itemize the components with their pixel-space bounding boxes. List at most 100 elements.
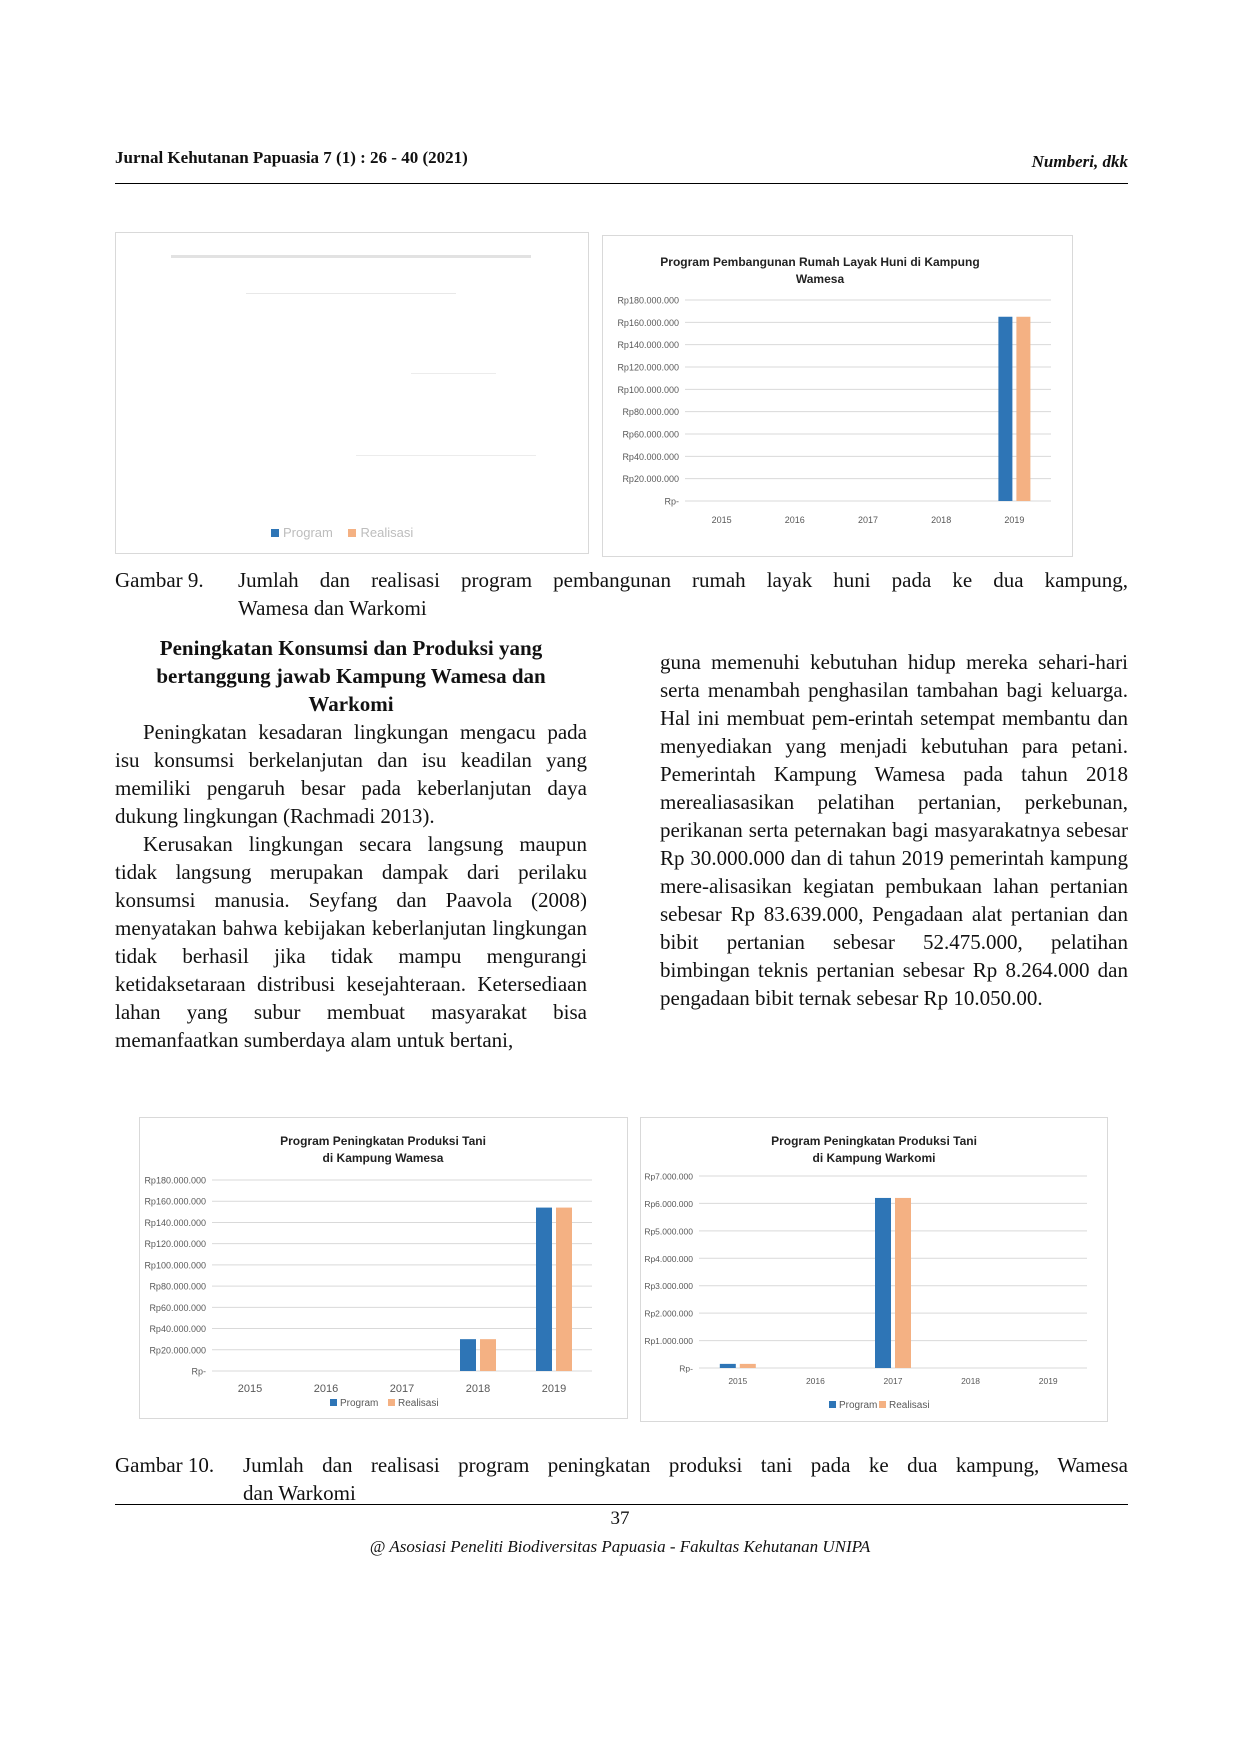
y-tick-label: Rp180.000.000	[617, 296, 679, 306]
section-title: Peningkatan Konsumsi dan Produksi yang b…	[115, 634, 587, 718]
legend-swatch	[388, 1399, 395, 1406]
x-tick-label: 2016	[314, 1383, 338, 1395]
y-tick-label: Rp160.000.000	[617, 318, 679, 328]
page-number: 37	[610, 1508, 630, 1529]
y-tick-label: Rp120.000.000	[617, 363, 679, 373]
chart-produksi-tani-warkomi: Program Peningkatan Produksi Tani di Kamp…	[644, 1134, 1087, 1411]
footer-text: @ Asosiasi Peneliti Biodiversitas Papuas…	[369, 1537, 871, 1556]
x-tick-label: 2015	[238, 1383, 262, 1395]
y-tick-label: Rp20.000.000	[622, 474, 679, 484]
y-tick-label: Rp4.000.000	[644, 1254, 693, 1264]
y-tick-label: Rp40.000.000	[622, 452, 679, 462]
x-tick-label: 2019	[542, 1383, 566, 1395]
right-column: guna memenuhi kebutuhan hidup mereka seh…	[660, 648, 1128, 1012]
chart-title: di Kampung Warkomi	[813, 1151, 936, 1165]
x-tick-label: 2017	[884, 1376, 903, 1386]
legend-realisasi-swatch	[348, 529, 357, 537]
figure-9-label: Gambar 9.	[115, 568, 204, 592]
figure-9-caption: Gambar 9. Jumlah dan realisasi program p…	[115, 566, 1128, 622]
figure-10-caption-line2: dan Warkomi	[243, 1481, 356, 1505]
y-tick-label: Rp180.000.000	[144, 1176, 206, 1186]
journal-header: Jurnal Kehutanan Papuasia 7 (1) : 26 - 4…	[115, 148, 468, 167]
legend-swatch	[829, 1401, 836, 1408]
author-header: Numberi, dkk	[1031, 152, 1128, 171]
legend-label: Program	[340, 1398, 378, 1409]
chart-produksi-tani-wamesa: Program Peningkatan Produksi Tani di Kamp…	[144, 1134, 592, 1409]
y-tick-label: Rp6.000.000	[644, 1199, 693, 1209]
y-tick-label: Rp7.000.000	[644, 1172, 693, 1182]
y-tick-label: Rp60.000.000	[622, 430, 679, 440]
legend-label: Program	[839, 1400, 877, 1411]
y-tick-label: Rp1.000.000	[644, 1336, 693, 1346]
x-tick-label: 2017	[390, 1383, 414, 1395]
x-tick-label: 2019	[1004, 515, 1024, 525]
faded-line-trace	[411, 373, 496, 374]
y-tick-label: Rp140.000.000	[144, 1218, 206, 1228]
x-tick-label: 2017	[858, 515, 878, 525]
legend-program-swatch	[271, 529, 279, 537]
left-column: Peningkatan Konsumsi dan Produksi yang b…	[115, 634, 587, 1054]
figure-10-label: Gambar 10.	[115, 1453, 215, 1477]
footer-rule	[115, 1504, 1128, 1505]
faded-line-trace-2	[356, 455, 536, 456]
x-tick-label: 2015	[712, 515, 732, 525]
y-tick-label: Rp160.000.000	[144, 1197, 206, 1207]
y-tick-label: Rp60.000.000	[149, 1303, 206, 1313]
chart-title: di Kampung Wamesa	[323, 1151, 444, 1165]
section-title-line2: bertanggung jawab Kampung Wamesa dan	[156, 664, 546, 688]
chart-title: Wamesa	[796, 272, 845, 286]
section-title-line3: Warkomi	[308, 692, 394, 716]
y-tick-label: Rp40.000.000	[149, 1324, 206, 1334]
bar-realisasi-2015	[739, 1363, 756, 1368]
legend-program-label: Program	[283, 525, 333, 540]
bar-program-2019	[536, 1207, 552, 1371]
section-title-line1: Peningkatan Konsumsi dan Produksi yang	[159, 636, 543, 660]
figure-9-caption-line1: Jumlah dan realisasi program pembangunan…	[238, 568, 1128, 592]
y-tick-label: Rp100.000.000	[617, 385, 679, 395]
y-tick-label: Rp120.000.000	[144, 1239, 206, 1249]
header-rule	[115, 183, 1128, 184]
figure-10-caption-line1: Jumlah dan realisasi program peningkatan…	[243, 1453, 1128, 1477]
figure-9-left-chart: Program Realisasi	[115, 232, 589, 554]
bar-program-2015	[719, 1363, 736, 1368]
bar-realisasi-2019	[1016, 316, 1031, 501]
y-tick-label: Rp-	[679, 1364, 693, 1374]
legend-swatch	[879, 1401, 886, 1408]
y-tick-label: Rp20.000.000	[149, 1345, 206, 1355]
left-paragraph-2: Kerusakan lingkungan secara langsung mau…	[115, 832, 587, 1052]
legend-swatch	[330, 1399, 337, 1406]
y-tick-label: Rp100.000.000	[144, 1260, 206, 1270]
faded-title-trace	[171, 255, 531, 258]
figure-10-left-chart: Program Peningkatan Produksi Tani di Kamp…	[139, 1117, 628, 1419]
y-tick-label: Rp-	[191, 1367, 206, 1377]
bar-realisasi-2017	[895, 1197, 911, 1368]
bar-program-2018	[460, 1339, 476, 1371]
faded-legend: Program Realisasi	[271, 525, 413, 540]
x-tick-label: 2016	[806, 1376, 825, 1386]
chart-title: Program Pembangunan Rumah Layak Huni di …	[660, 255, 979, 269]
y-tick-label: Rp80.000.000	[149, 1282, 206, 1292]
bar-realisasi-2019	[556, 1207, 572, 1371]
figure-10-right-chart: Program Peningkatan Produksi Tani di Kamp…	[640, 1117, 1108, 1422]
bar-program-2017	[875, 1197, 891, 1368]
chart-title: Program Peningkatan Produksi Tani	[771, 1134, 977, 1148]
chart-rumah-layak-wamesa: Program Pembangunan Rumah Layak Huni di …	[617, 255, 1051, 525]
legend-realisasi-label: Realisasi	[360, 525, 414, 540]
y-tick-label: Rp3.000.000	[644, 1281, 693, 1291]
chart-title: Program Peningkatan Produksi Tani	[280, 1134, 486, 1148]
legend-label: Realisasi	[889, 1400, 930, 1411]
x-tick-label: 2018	[466, 1383, 490, 1395]
bar-realisasi-2018	[480, 1339, 496, 1371]
right-paragraph-1: guna memenuhi kebutuhan hidup mereka seh…	[660, 650, 1128, 1010]
left-paragraph-1: Peningkatan kesadaran lingkungan mengacu…	[115, 720, 587, 828]
figure-9-right-chart: Program Pembangunan Rumah Layak Huni di …	[602, 235, 1073, 557]
y-tick-label: Rp-	[664, 497, 679, 507]
x-tick-label: 2016	[785, 515, 805, 525]
bar-program-2019	[998, 316, 1013, 501]
x-tick-label: 2018	[931, 515, 951, 525]
x-tick-label: 2019	[1039, 1376, 1058, 1386]
x-tick-label: 2018	[961, 1376, 980, 1386]
y-tick-label: Rp2.000.000	[644, 1309, 693, 1319]
x-tick-label: 2015	[728, 1376, 747, 1386]
figure-9-caption-line2: Wamesa dan Warkomi	[238, 596, 427, 620]
